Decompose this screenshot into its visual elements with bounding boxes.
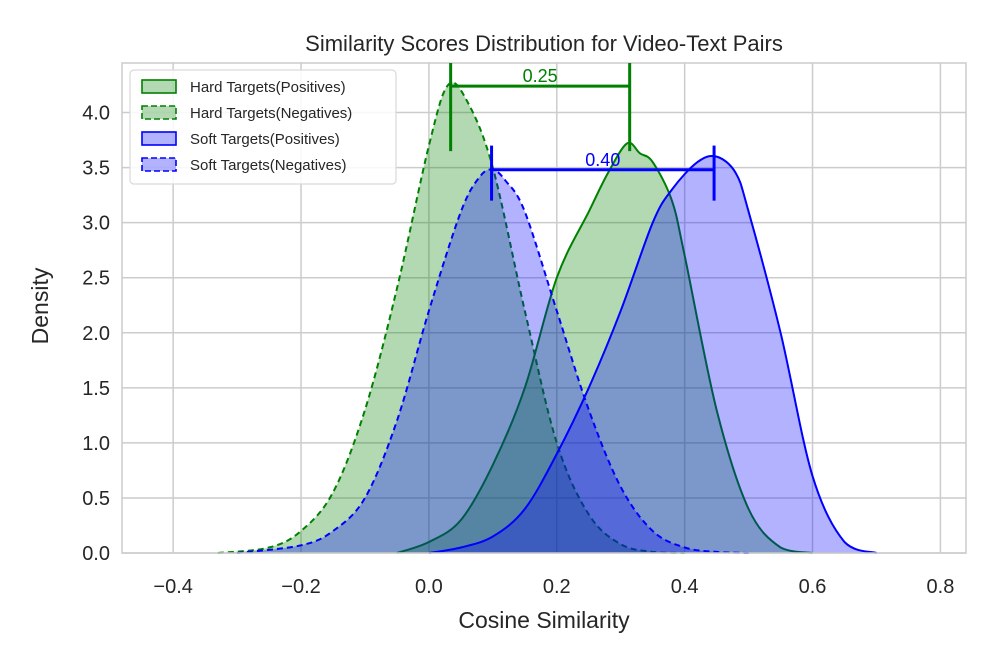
density-line [217, 81, 685, 554]
mean-gap-annotation: 0.25 [449, 63, 632, 152]
x-tick-label: 0.4 [671, 576, 699, 598]
ticks: −0.4 −0.2 0.0 0.2 0.4 0.6 0.8 0.0 0.5 1.0 1.5 2.0 2.… [82, 103, 954, 598]
series-hard-targets-negatives [217, 81, 685, 554]
x-tick-label: −0.4 [153, 576, 192, 598]
gap-label: 0.40 [585, 150, 620, 170]
y-tick-label: 1.5 [82, 378, 110, 400]
density-fill [237, 169, 749, 553]
y-axis-label: Density [27, 267, 53, 344]
legend-label: Soft Targets(Positives) [190, 131, 340, 148]
density-fill [217, 82, 685, 553]
legend-entry: Soft Targets(Negatives) [141, 157, 346, 174]
x-tick-label: 0.6 [799, 576, 827, 598]
y-tick-label: 4.0 [82, 103, 110, 125]
density-line [428, 154, 877, 554]
x-tick-label: 0.0 [415, 576, 443, 598]
y-tick-label: 0.0 [82, 543, 110, 565]
legend-box [129, 69, 397, 185]
legend-entry: Hard Targets(Negatives) [141, 105, 352, 122]
density-fill [428, 155, 877, 553]
legend-label: Hard Targets(Negatives) [190, 105, 352, 122]
x-tick-label: 0.8 [927, 576, 955, 598]
legend-label: Soft Targets(Negatives) [190, 157, 346, 174]
legend-label: Hard Targets(Positives) [190, 79, 346, 96]
legend-entry: Soft Targets(Positives) [141, 131, 340, 148]
density-line [236, 168, 749, 554]
series-layer [217, 81, 877, 554]
plot-frame [121, 62, 967, 554]
legend: Hard Targets(Positives) Hard Targets(Nega… [129, 69, 397, 185]
x-tick-label: 0.2 [543, 576, 571, 598]
series-soft-targets-negatives [236, 168, 749, 554]
mean-gap-annotation: 0.40 [490, 145, 716, 201]
x-axis-label: Cosine Similarity [458, 607, 630, 633]
legend-swatch [141, 79, 177, 94]
legend-swatch [141, 105, 177, 120]
y-tick-label: 1.0 [82, 433, 110, 455]
density-line [396, 141, 813, 554]
y-tick-label: 2.0 [82, 323, 110, 345]
y-tick-label: 2.5 [82, 268, 110, 290]
chart-title: Similarity Scores Distribution for Video… [305, 31, 783, 56]
y-tick-label: 3.0 [82, 213, 110, 235]
gap-label: 0.25 [523, 66, 558, 86]
legend-swatch [141, 157, 177, 172]
legend-swatch [141, 131, 177, 146]
y-tick-label: 3.5 [82, 158, 110, 180]
x-tick-label: −0.2 [281, 576, 320, 598]
series-soft-targets-positives [428, 154, 877, 554]
annotations: 0.25 0.40 [449, 63, 716, 201]
series-hard-targets-positives [396, 141, 813, 554]
legend-entry: Hard Targets(Positives) [141, 79, 346, 96]
y-tick-label: 0.5 [82, 488, 110, 510]
density-fill [396, 142, 813, 554]
